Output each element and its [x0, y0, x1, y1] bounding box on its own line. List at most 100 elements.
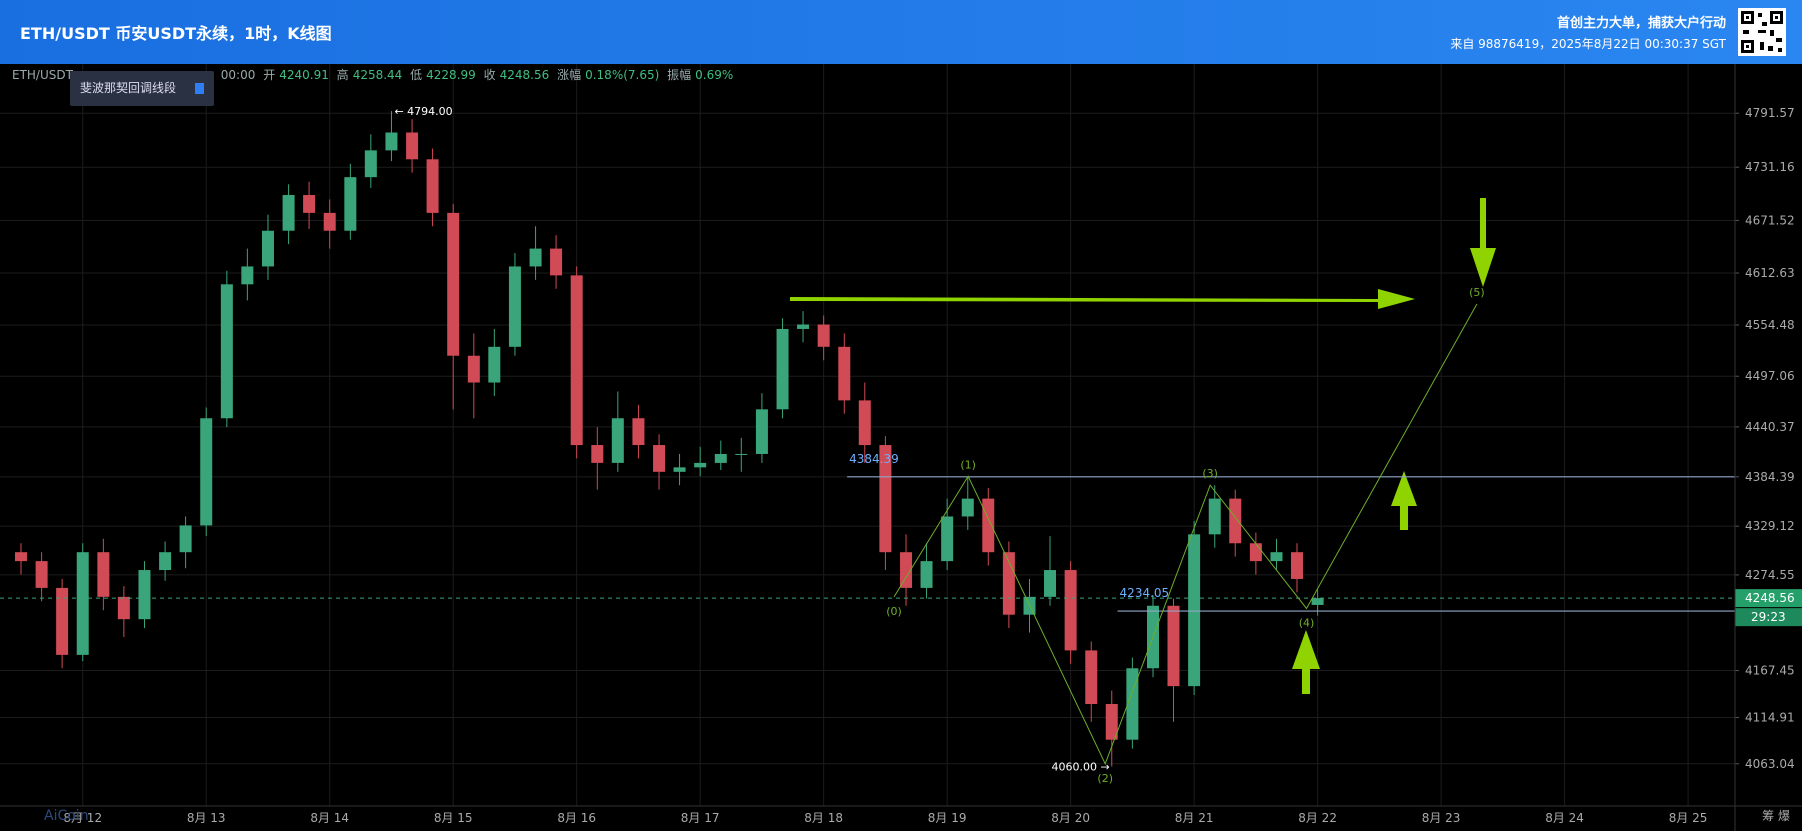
y-tick-label: 4063.04 — [1745, 757, 1795, 771]
candle-body — [14, 552, 27, 562]
candle-body — [56, 587, 69, 655]
candle-body — [858, 400, 871, 446]
candle-body — [200, 418, 213, 526]
tool-name: 斐波那契回调线段 — [80, 81, 177, 95]
value: 4228.99 — [426, 68, 476, 82]
candle-body — [76, 552, 89, 655]
candle-body — [1044, 570, 1057, 597]
chart-title: ETH/USDT 币安USDT永续，1时，K线图 — [20, 24, 332, 43]
candle-body — [1126, 668, 1139, 740]
candle-body — [591, 445, 604, 463]
side-tools: 筹 爆 — [1762, 809, 1790, 823]
qr-code — [1738, 8, 1786, 56]
x-tick-label: 8月 22 — [1298, 811, 1337, 825]
extreme-label: 4060.00 → — [1052, 760, 1110, 773]
candle-body — [632, 418, 645, 446]
candle-body — [488, 346, 501, 383]
x-tick-label: 8月 25 — [1669, 811, 1708, 825]
candle-body — [755, 409, 768, 454]
candle-body — [1208, 498, 1221, 535]
candle-body — [282, 195, 295, 231]
wave-label: (4) — [1299, 616, 1315, 629]
candle-body — [1249, 543, 1262, 562]
candle-body — [941, 516, 954, 562]
wave-label: (5) — [1469, 286, 1485, 299]
header-bar: ETH/USDT 币安USDT永续，1时，K线图 首创主力大单，捕获大户行动 来… — [0, 0, 1802, 64]
candle-body — [550, 248, 563, 276]
candle-body — [838, 346, 851, 401]
candle-body — [900, 552, 913, 588]
candle-body — [35, 561, 48, 588]
x-tick-label: 8月 23 — [1422, 811, 1461, 825]
candle-body — [385, 132, 398, 151]
candle-body — [117, 596, 130, 620]
candle-body — [426, 159, 439, 213]
symbol: ETH/USDT — [12, 68, 73, 82]
y-tick-label: 4167.45 — [1745, 664, 1795, 678]
y-tick-label: 4554.48 — [1745, 318, 1795, 332]
candle-body — [97, 552, 110, 597]
value: 4248.56 — [499, 68, 550, 82]
candle-body — [797, 324, 810, 329]
value: 4258.44 — [352, 68, 403, 82]
candle-body — [1105, 703, 1118, 740]
candle-body — [1188, 534, 1201, 687]
qr-pattern — [1741, 11, 1783, 53]
watermark: AiCoin — [44, 808, 89, 824]
candle-body — [1270, 552, 1283, 562]
candle-body — [179, 525, 192, 553]
y-tick-label: 4384.39 — [1745, 470, 1795, 484]
y-tick-label: 4114.91 — [1745, 710, 1795, 724]
x-tick-label: 8月 18 — [804, 811, 843, 825]
x-tick-label: 8月 16 — [557, 811, 596, 825]
x-tick-label: 8月 15 — [434, 811, 473, 825]
candle-body — [447, 212, 460, 356]
candle-body — [1064, 570, 1077, 651]
price-line-label: 4384.39 — [849, 452, 899, 466]
candle-body — [570, 275, 583, 446]
y-tick-label: 4671.52 — [1745, 213, 1795, 227]
label: 低 — [410, 68, 423, 82]
extreme-label: ← 4794.00 — [394, 105, 452, 118]
x-tick-label: 8月 20 — [1051, 811, 1090, 825]
label: 开 — [263, 68, 276, 82]
candle-body — [611, 418, 624, 463]
candle-body — [735, 453, 748, 455]
candle-body — [138, 570, 151, 620]
bookmark-icon — [195, 83, 204, 94]
y-tick-label: 4440.37 — [1745, 420, 1795, 434]
overlay: 4248.56 29:23 4384.39 4234.05 ← 4794.00 4060.… — [0, 105, 1802, 785]
arrow-down — [1470, 198, 1496, 287]
wave-label: (3) — [1202, 467, 1218, 480]
x-tick-label: 8月 17 — [681, 811, 720, 825]
candle-body — [467, 355, 480, 383]
arrow-up — [1292, 630, 1320, 694]
candle-body — [920, 561, 933, 588]
info-row: ETH/USDT 00:00 开 4240.91 高 4258.44 低 4228.9… — [12, 66, 737, 83]
x-tick-label: 8月 14 — [310, 811, 349, 825]
candle-body — [220, 284, 233, 419]
label: 振幅 — [667, 68, 692, 82]
arrows — [790, 198, 1496, 694]
grid: 4791.57 4731.16 4671.52 4612.63 4554.48 4497.… — [0, 64, 1795, 825]
candle-body — [364, 150, 377, 178]
candle-body — [982, 498, 995, 553]
candle-body — [879, 445, 892, 553]
last-price-box — [1735, 589, 1802, 608]
candle-body — [508, 266, 521, 347]
x-tick-label: 8月 12 — [63, 811, 102, 825]
tool-tooltip: 斐波那契回调线段 — [70, 71, 214, 106]
candle-body — [1311, 598, 1324, 605]
candle-body — [1229, 498, 1242, 544]
candle-body — [817, 324, 830, 347]
y-tick-label: 4731.16 — [1745, 160, 1795, 174]
value: 0.18%(7.65) — [585, 68, 660, 82]
value: 4240.91 — [279, 68, 329, 82]
y-tick-label: 4497.06 — [1745, 369, 1795, 383]
candle-body — [529, 248, 542, 267]
candle-body — [323, 212, 336, 231]
candle-body — [303, 195, 316, 213]
label: 收 — [483, 68, 496, 82]
candle-body — [1085, 650, 1098, 704]
x-tick-label: 8月 19 — [928, 811, 967, 825]
